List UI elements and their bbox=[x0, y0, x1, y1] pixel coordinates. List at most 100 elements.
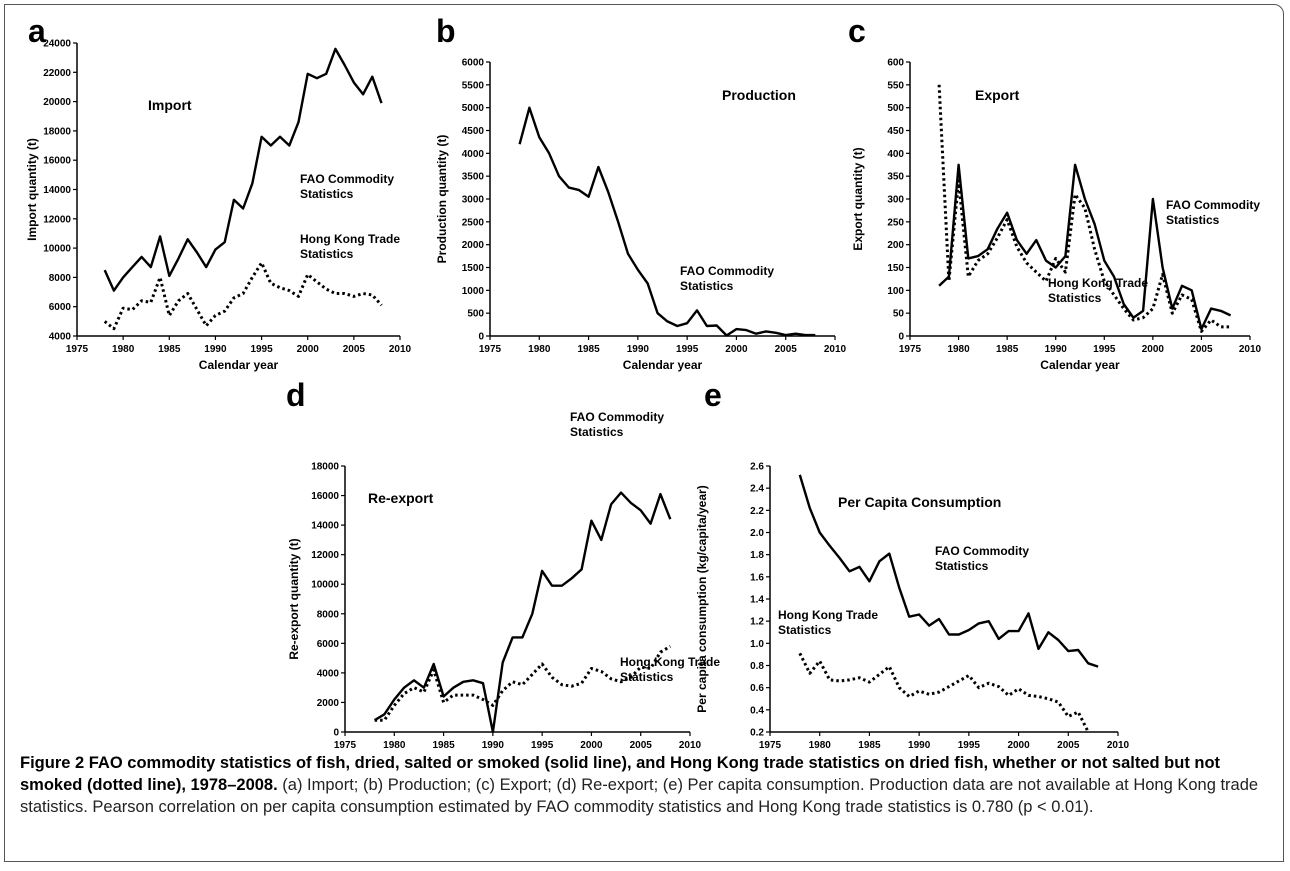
x-tick-label: 1995 bbox=[531, 740, 554, 750]
y-tick-label: 22000 bbox=[43, 68, 71, 79]
series-line bbox=[374, 645, 672, 722]
x-tick-label: 2010 bbox=[1107, 740, 1130, 750]
y-tick-label: 6000 bbox=[317, 639, 340, 650]
y-tick-label: 12000 bbox=[311, 550, 339, 561]
caption: Figure 2 FAO commodity statistics of fis… bbox=[20, 752, 1270, 818]
series-label: FAO Commodity Statistics bbox=[935, 544, 1030, 573]
y-tick-label: 500 bbox=[887, 103, 904, 114]
y-tick-label: 6000 bbox=[49, 302, 72, 313]
x-tick-label: 1995 bbox=[250, 344, 273, 355]
y-tick-label: 1.2 bbox=[750, 617, 764, 628]
y-tick-label: 1000 bbox=[462, 286, 485, 297]
x-tick-label: 1985 bbox=[158, 344, 181, 355]
y-tick-label: 5000 bbox=[462, 103, 485, 114]
x-tick-label: 1990 bbox=[482, 740, 505, 750]
y-tick-label: 300 bbox=[887, 195, 904, 206]
series-label: Hong Kong Trade Statistics bbox=[300, 232, 400, 261]
panel-title: Import bbox=[148, 97, 192, 113]
series-label: Hong Kong Trade Statistics bbox=[620, 655, 720, 684]
y-tick-label: 250 bbox=[887, 217, 904, 228]
y-tick-label: 14000 bbox=[311, 521, 339, 532]
x-tick-label: 1985 bbox=[996, 344, 1019, 355]
y-tick-label: 2000 bbox=[462, 240, 485, 251]
series-label: FAO Commodity Statistics bbox=[570, 410, 665, 439]
x-tick-label: 2000 bbox=[725, 344, 748, 355]
y-tick-label: 0.6 bbox=[750, 683, 764, 694]
y-tick-label: 0.4 bbox=[750, 705, 764, 716]
series-line bbox=[518, 106, 816, 337]
x-tick-label: 1975 bbox=[899, 344, 922, 355]
x-tick-label: 1985 bbox=[577, 344, 600, 355]
y-tick-label: 450 bbox=[887, 126, 904, 137]
x-tick-label: 2000 bbox=[580, 740, 603, 750]
y-tick-label: 3000 bbox=[462, 195, 485, 206]
y-tick-label: 1500 bbox=[462, 263, 485, 274]
panel-letter: e bbox=[704, 377, 722, 413]
y-tick-label: 50 bbox=[893, 309, 905, 320]
y-tick-label: 6000 bbox=[462, 58, 485, 69]
y-tick-label: 2.0 bbox=[750, 528, 764, 539]
series-label: FAO Commodity Statistics bbox=[680, 264, 775, 293]
series-line bbox=[937, 84, 1231, 333]
y-tick-label: 16000 bbox=[311, 491, 339, 502]
x-tick-label: 2005 bbox=[1190, 344, 1213, 355]
y-tick-label: 1.8 bbox=[750, 550, 764, 561]
panel-title: Export bbox=[975, 87, 1020, 103]
panel-letter: a bbox=[28, 13, 46, 49]
x-tick-label: 1975 bbox=[66, 344, 89, 355]
y-tick-label: 0.8 bbox=[750, 661, 764, 672]
y-tick-label: 20000 bbox=[43, 97, 71, 108]
y-tick-label: 350 bbox=[887, 172, 904, 183]
y-tick-label: 2500 bbox=[462, 217, 485, 228]
y-tick-label: 8000 bbox=[317, 609, 340, 620]
y-tick-label: 24000 bbox=[43, 39, 71, 50]
x-tick-label: 1980 bbox=[112, 344, 135, 355]
x-tick-label: 2000 bbox=[1142, 344, 1165, 355]
x-tick-label: 2005 bbox=[1057, 740, 1080, 750]
y-tick-label: 18000 bbox=[43, 126, 71, 137]
x-tick-label: 1980 bbox=[947, 344, 970, 355]
y-tick-label: 10000 bbox=[311, 580, 339, 591]
series-label: Hong Kong Trade Statistics bbox=[778, 608, 878, 637]
y-tick-label: 8000 bbox=[49, 273, 72, 284]
series-label: FAO Commodity Statistics bbox=[300, 172, 395, 201]
x-tick-label: 2010 bbox=[824, 344, 847, 355]
x-axis-label: Calendar year bbox=[1040, 358, 1120, 372]
y-tick-label: 5500 bbox=[462, 80, 485, 91]
y-tick-label: 4000 bbox=[462, 149, 485, 160]
y-axis-label: Per capita consumption (kg/capita/year) bbox=[695, 485, 709, 712]
y-tick-label: 600 bbox=[887, 58, 904, 69]
x-tick-label: 1975 bbox=[759, 740, 782, 750]
y-axis-label: Export quantity (t) bbox=[851, 147, 865, 250]
y-tick-label: 1.4 bbox=[750, 595, 764, 606]
x-tick-label: 1975 bbox=[334, 740, 357, 750]
panel-title: Per Capita Consumption bbox=[838, 494, 1001, 510]
series-line bbox=[938, 163, 1232, 331]
series-line bbox=[373, 491, 672, 734]
series-line bbox=[798, 474, 1099, 668]
y-tick-label: 18000 bbox=[311, 462, 339, 473]
y-tick-label: 4000 bbox=[317, 668, 340, 679]
x-tick-label: 2005 bbox=[775, 344, 798, 355]
x-tick-label: 2010 bbox=[389, 344, 412, 355]
y-tick-label: 0 bbox=[333, 728, 339, 739]
x-tick-label: 1990 bbox=[627, 344, 650, 355]
y-tick-label: 200 bbox=[887, 240, 904, 251]
y-tick-label: 2.4 bbox=[750, 484, 764, 495]
y-tick-label: 16000 bbox=[43, 156, 71, 167]
y-tick-label: 4000 bbox=[49, 332, 72, 343]
x-tick-label: 1995 bbox=[1093, 344, 1116, 355]
y-tick-label: 150 bbox=[887, 263, 904, 274]
x-tick-label: 2010 bbox=[1239, 344, 1262, 355]
x-tick-label: 1990 bbox=[1045, 344, 1068, 355]
y-tick-label: 14000 bbox=[43, 185, 71, 196]
x-tick-label: 1995 bbox=[676, 344, 699, 355]
y-tick-label: 4500 bbox=[462, 126, 485, 137]
y-axis-label: Re-export quantity (t) bbox=[287, 538, 301, 659]
y-tick-label: 2.2 bbox=[750, 506, 764, 517]
x-axis-label: Calendar year bbox=[623, 358, 703, 372]
y-tick-label: 3500 bbox=[462, 172, 485, 183]
y-tick-label: 400 bbox=[887, 149, 904, 160]
y-tick-label: 550 bbox=[887, 80, 904, 91]
series-line bbox=[103, 47, 383, 292]
